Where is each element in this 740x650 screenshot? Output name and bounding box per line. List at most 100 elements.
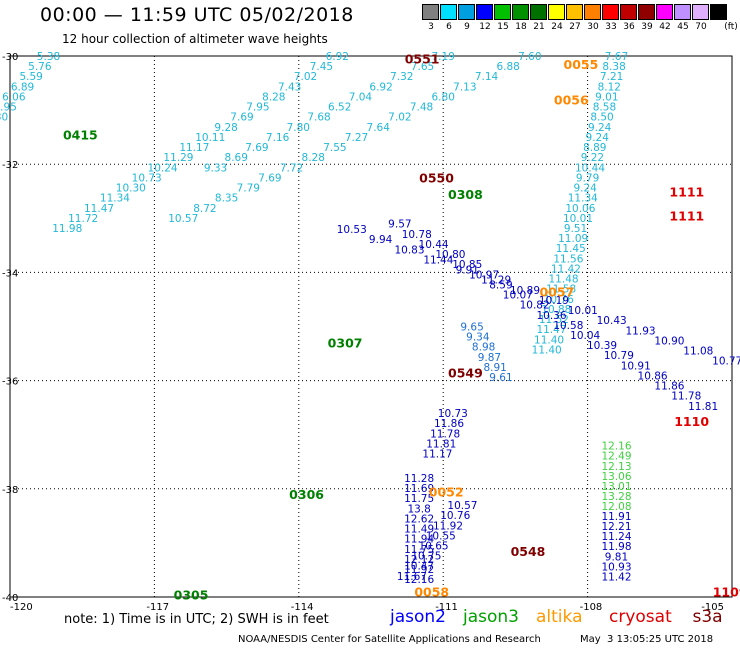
generated-timestamp: May 3 13:05:25 UTC 2018: [580, 634, 714, 645]
wave-height-value: 8.28: [262, 91, 285, 103]
longitude-tick-label: -114: [291, 602, 314, 613]
wave-height-value: 11.17: [179, 142, 209, 154]
wave-height-value: 9.28: [214, 122, 237, 134]
pass-time-label: 0308: [448, 187, 483, 202]
wave-height-value: 10.76: [440, 510, 470, 522]
wave-height-value: 7.13: [453, 81, 476, 93]
wave-height-value: 7.69: [245, 142, 268, 154]
color-swatch: [566, 4, 583, 20]
wave-height-value: 8.72: [193, 203, 216, 215]
color-swatch: [440, 4, 457, 20]
legend-item-cryosat: cryosat: [609, 607, 672, 627]
wave-height-value: 11.98: [601, 541, 631, 553]
wave-height-value: 10.97: [469, 269, 499, 281]
wave-height-value: 5.95: [0, 102, 17, 114]
wave-height-value: 11.34: [568, 193, 598, 205]
wave-height-value: 7.02: [294, 71, 317, 83]
wave-height-value: 7.32: [390, 71, 413, 83]
wave-height-value: 6.52: [328, 102, 351, 114]
wave-height-value: 8.12: [598, 81, 621, 93]
pass-time-label: 0305: [174, 587, 209, 602]
pass-time-label: 0306: [289, 487, 324, 502]
wave-height-value: 10.80: [435, 249, 465, 261]
wave-height-value: 8.38: [602, 61, 625, 73]
page-title: 00:00 — 11:59 UTC 05/02/2018: [40, 4, 354, 26]
wave-height-value: 8.98: [472, 342, 495, 354]
wave-height-value: 5.59: [19, 71, 42, 83]
longitude-tick-label: -117: [146, 602, 169, 613]
wave-height-value: 10.65: [419, 540, 449, 552]
wave-height-value: 11.86: [654, 381, 684, 393]
wave-height-value: 7.68: [307, 112, 330, 124]
color-swatch-label: 15: [497, 22, 509, 32]
wave-height-value: 10.58: [553, 320, 583, 332]
wave-height-value: 13.28: [601, 491, 631, 503]
pass-time-label: 0550: [419, 171, 454, 186]
wave-height-value: 11.56: [553, 253, 583, 265]
color-swatch-label: 18: [515, 22, 527, 32]
wave-height-value: 10.91: [621, 360, 651, 372]
axis-tick-labels: -120 -117 -114 -111 -108 -105 -30 -32 -34 -36 -38 -…: [2, 52, 724, 613]
wave-height-value: 10.77: [712, 356, 740, 368]
color-swatch: [602, 4, 619, 20]
pass-time-label: 0058: [414, 585, 449, 600]
wave-height-value: 10.88: [541, 304, 571, 316]
wave-height-value: 11.17: [422, 449, 452, 461]
wave-height-value: 7.45: [310, 61, 333, 73]
wave-height-value: 10.06: [565, 203, 595, 215]
wave-height-value: 12.08: [601, 501, 631, 513]
wave-height-value: 9.87: [478, 352, 501, 364]
color-swatch-label: 36: [623, 22, 635, 32]
pass-time-label: 0551: [405, 52, 440, 67]
wave-height-value: 9.61: [489, 372, 512, 384]
color-swatch-label: 45: [677, 22, 689, 32]
wave-height-value: 11.58: [546, 284, 576, 296]
wave-height-value: 8.35: [215, 193, 238, 205]
wave-height-value: 11.75: [404, 544, 434, 556]
pass-time-label: 0549: [448, 365, 483, 380]
wave-height-value: 11.78: [671, 391, 701, 403]
wave-height-value: 8.69: [225, 152, 248, 164]
wave-height-value: 11.93: [626, 325, 656, 337]
wave-height-value: 10.04: [570, 330, 600, 342]
page-subtitle: 12 hour collection of altimeter wave hei…: [62, 32, 328, 46]
wave-height-value: 12.16: [404, 574, 434, 586]
pass-time-label: 0056: [554, 92, 589, 107]
color-swatch: [422, 4, 439, 20]
color-swatch-label: 6: [446, 22, 452, 32]
color-swatch-label: 30: [587, 22, 599, 32]
graticule: [10, 56, 732, 597]
wave-height-value: 10.55: [426, 530, 456, 542]
color-swatch: [674, 4, 691, 20]
wave-height-value: 10.76: [544, 294, 574, 306]
color-swatch-label: 27: [569, 22, 581, 32]
longitude-tick-label: -105: [701, 602, 724, 613]
wave-height-value: 7.19: [432, 51, 455, 63]
pass-time-label: 1110: [674, 414, 709, 429]
wave-height-value: 11.81: [426, 438, 456, 450]
pass-time-label: 0052: [429, 485, 464, 500]
wave-height-value: 7.04: [349, 91, 373, 103]
wave-height-value: 11.40: [532, 344, 562, 356]
pass-time-label: 0415: [63, 127, 98, 142]
wave-height-value: 10.53: [337, 224, 367, 236]
legend-item-jason3: jason3: [463, 607, 519, 627]
wave-height-value: 8.89: [583, 142, 606, 154]
wave-height-value: 10.89: [510, 285, 540, 297]
color-swatch: [458, 4, 475, 20]
wave-height-value: 7.72: [280, 162, 303, 174]
legend-item-s3a: s3a: [692, 607, 723, 627]
wave-height-value: 7.65: [411, 61, 434, 73]
wave-height-value: 12.13: [601, 461, 631, 473]
wave-height-value: 7.02: [388, 112, 411, 124]
color-swatch-label: 12: [479, 22, 491, 32]
legend-item-jason2: jason2: [390, 607, 446, 627]
wave-height-value: 7.80: [287, 122, 310, 134]
pass-time-label: 0057: [539, 284, 574, 299]
wave-height-value: 7.55: [323, 142, 346, 154]
wave-height-value: 12.12: [404, 554, 434, 566]
color-swatch: [620, 4, 637, 20]
color-swatch: [512, 4, 529, 20]
wave-height-value: 10.85: [452, 259, 482, 271]
wave-height-value: 10.73: [132, 172, 162, 184]
